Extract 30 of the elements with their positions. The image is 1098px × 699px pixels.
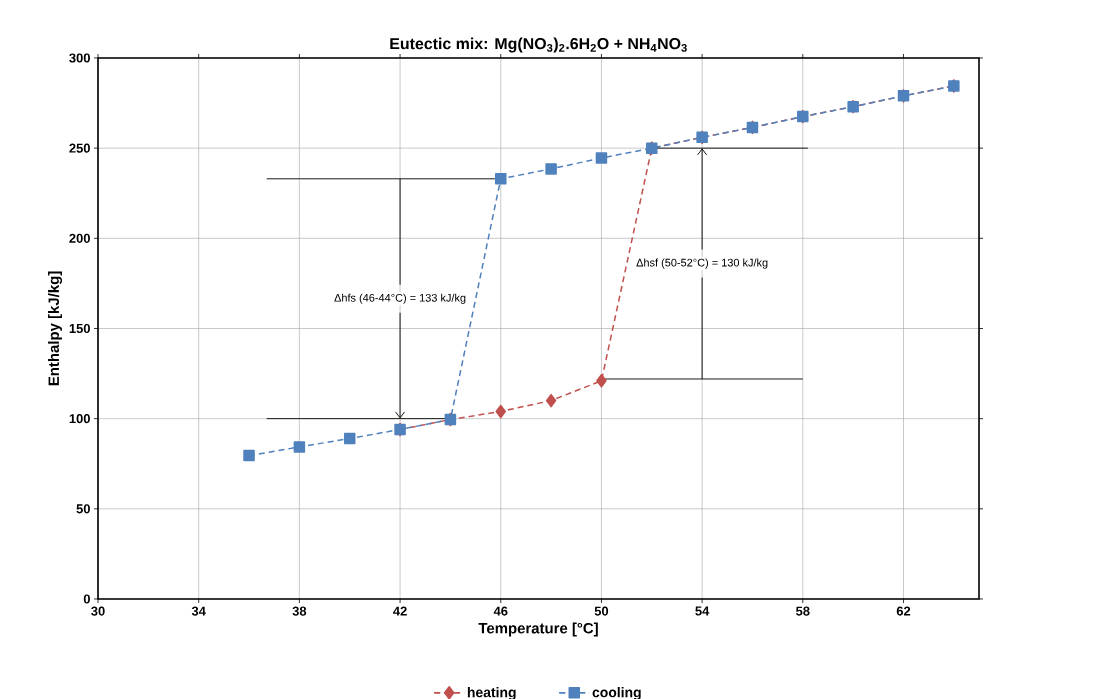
point [343,432,356,445]
point [495,173,507,185]
y-tick-label: 150 [69,323,90,334]
x-axis-title: Temperature [°C] [478,622,598,637]
y-tick-label: 300 [69,53,90,63]
y-tick-label: 100 [69,414,90,424]
point [495,404,507,419]
x-tick-label: 54 [695,606,710,616]
x-tick-label: 38 [292,606,307,616]
x-tick-label: 58 [796,606,810,616]
x-tick-label: 42 [393,606,407,616]
x-tick-label: 62 [896,606,911,616]
point [293,441,306,453]
x-tick-label: 34 [191,606,206,616]
x-tick-label: 30 [91,606,105,616]
x-tick-label: 46 [493,606,508,616]
point [595,152,608,164]
y-tick-label: 50 [76,504,90,514]
y-tick-label: 200 [69,233,90,243]
point [596,374,607,388]
chart-title: Eutectic mix: Mg(NO$_{3}$)$_{2}$.6H$_{2}$O + NH$_{4}$NO$_{3}$ [390,37,687,53]
y-tick-label: 0 [83,594,90,604]
y-tick-label: 250 [69,143,90,153]
annotation: Δhfs (46-44°C) = 133 kJ/kg [334,293,466,304]
y-axis-title: Enthalpy [kJ/kg] [48,271,63,386]
annotation: Δhsf (50-52°C) = 130 kJ/kg [636,258,768,269]
point [545,393,557,408]
point [243,449,255,462]
x-tick-label: 50 [594,606,609,616]
point [545,163,557,175]
